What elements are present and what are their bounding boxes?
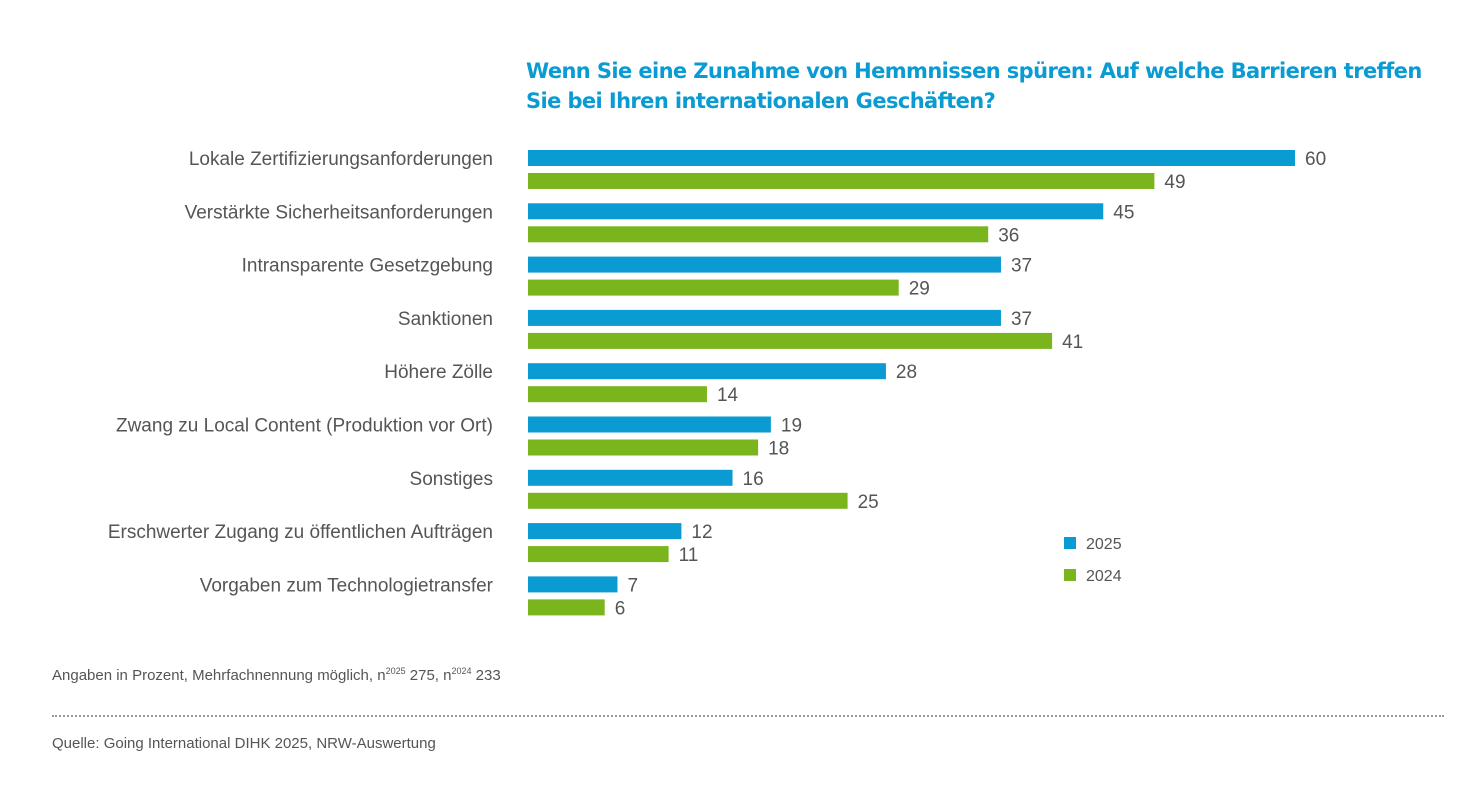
footnote-n2025: 275, n — [405, 667, 452, 684]
bar-2024 — [528, 173, 1155, 189]
bar-chart: Lokale Zertifizierungsanforderungen 60 49 V… — [108, 149, 1326, 619]
legend-label-2024: 2024 — [1086, 568, 1122, 585]
value-label-2025: 37 — [1011, 309, 1032, 330]
category-label: Intransparente Gesetzgebung — [242, 256, 493, 277]
source-note: Quelle: Going International DIHK 2025, N… — [52, 735, 436, 752]
value-label-2025: 37 — [1011, 256, 1032, 277]
bar-2024 — [528, 332, 1053, 349]
footnote-n2024: 233 — [471, 667, 501, 684]
bar-2024 — [528, 546, 669, 563]
bar-2025 — [528, 363, 886, 380]
bar-2024 — [528, 386, 707, 403]
category-label: Lokale Zertifizierungsanforderungen — [189, 149, 493, 170]
value-label-2024: 14 — [717, 385, 739, 406]
value-label-2024: 6 — [615, 598, 626, 619]
value-label-2025: 12 — [691, 522, 712, 543]
bar-2025 — [528, 576, 618, 593]
footnote-sup-2025: 2025 — [385, 666, 406, 676]
value-label-2025: 60 — [1305, 149, 1326, 170]
value-label-2024: 29 — [909, 279, 930, 300]
bar-2025 — [528, 256, 1001, 273]
value-label-2025: 7 — [627, 575, 638, 596]
value-label-2024: 11 — [679, 545, 699, 566]
footnote: Angaben in Prozent, Mehrfachnennung mögl… — [52, 666, 501, 684]
value-label-2025: 28 — [896, 362, 917, 383]
value-label-2024: 41 — [1062, 332, 1083, 353]
chart-title-line-1: Wenn Sie eine Zunahme von Hemmnissen spü… — [526, 59, 1422, 83]
category-label: Vorgaben zum Technologietransfer — [200, 575, 494, 596]
dotted-divider — [52, 715, 1444, 717]
value-label-2024: 49 — [1164, 172, 1185, 193]
category-label: Verstärkte Sicherheitsanforderungen — [185, 202, 493, 223]
value-label-2024: 25 — [858, 492, 879, 513]
legend-swatch-2024 — [1064, 569, 1076, 581]
category-label: Sonstiges — [410, 469, 493, 490]
bar-2024 — [528, 599, 605, 616]
chart-title-line-2: Sie bei Ihren internationalen Geschäften… — [526, 89, 996, 113]
legend-swatch-2025 — [1064, 537, 1076, 549]
value-label-2025: 16 — [743, 469, 764, 490]
footnote-sup-2024: 2024 — [451, 666, 472, 676]
value-label-2024: 18 — [768, 439, 789, 460]
bar-2025 — [528, 416, 771, 433]
bar-2024 — [528, 279, 899, 296]
bar-2025 — [528, 309, 1001, 326]
value-label-2024: 36 — [998, 225, 1019, 246]
category-label: Erschwerter Zugang zu öffentlichen Auftr… — [108, 522, 493, 543]
value-label-2025: 45 — [1113, 202, 1134, 223]
category-label: Höhere Zölle — [384, 362, 493, 383]
bar-2025 — [528, 150, 1295, 166]
bar-2025 — [528, 469, 733, 486]
chart-title: Wenn Sie eine Zunahme von Hemmnissen spü… — [526, 56, 1466, 116]
value-label-2025: 19 — [781, 416, 802, 437]
bar-2024 — [528, 492, 848, 509]
bar-2024 — [528, 226, 989, 243]
bar-2024 — [528, 439, 759, 456]
bar-2025 — [528, 523, 682, 540]
footnote-text: Angaben in Prozent, Mehrfachnennung mögl… — [52, 667, 386, 684]
legend-label-2025: 2025 — [1086, 536, 1122, 553]
bar-2025 — [528, 203, 1104, 220]
category-label: Sanktionen — [398, 309, 493, 330]
category-label: Zwang zu Local Content (Produktion vor O… — [116, 416, 493, 437]
